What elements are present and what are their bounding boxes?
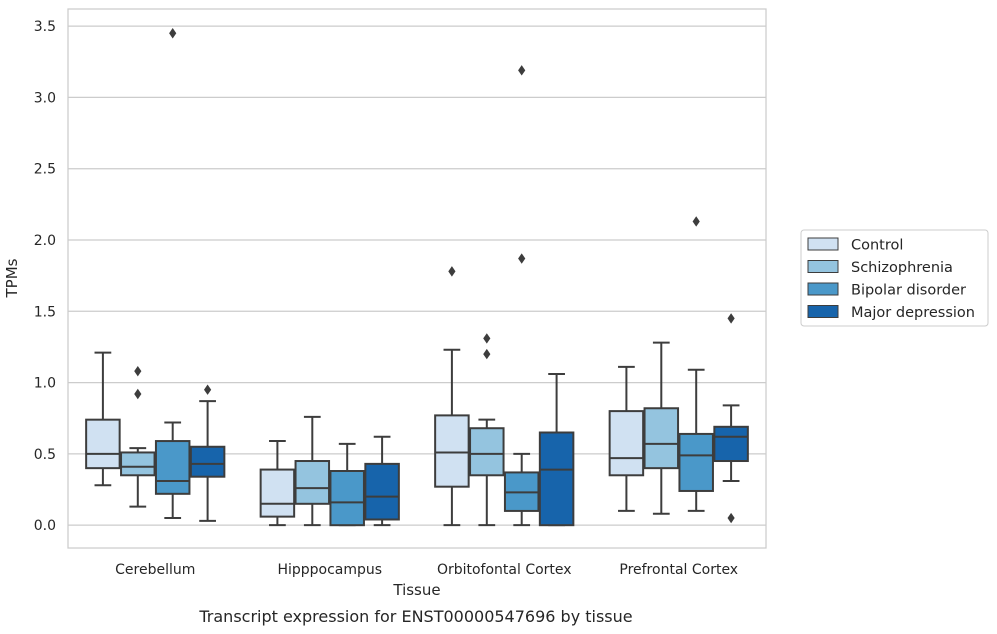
legend-swatch — [807, 237, 839, 251]
box-body — [259, 468, 296, 518]
legend-swatch — [807, 305, 839, 318]
box-body — [678, 432, 714, 492]
outlier-point — [692, 216, 700, 227]
box-body — [120, 451, 156, 477]
legend-label: Control — [851, 238, 903, 254]
y-tick-label: 0.5 — [34, 447, 56, 463]
box-body — [538, 431, 575, 527]
outlier-point — [518, 65, 526, 76]
plot-frame — [67, 8, 767, 549]
box-orbitofontal-cortex-bipolar-disorder — [503, 65, 540, 527]
legend-label: Schizophrenia — [851, 260, 953, 276]
figure-caption: Transcript expression for ENST0000054769… — [198, 607, 632, 626]
outlier-point — [134, 365, 142, 377]
outlier-point — [169, 28, 177, 39]
x-tick-labels: Cerebellum Hipppocampus Orbitofontal Corte… — [115, 562, 738, 578]
box-body — [154, 440, 191, 495]
legend-label: Major depression — [851, 305, 975, 321]
box-body — [294, 460, 331, 505]
outlier-point — [204, 384, 212, 395]
box-body — [85, 418, 121, 470]
box-hipppocampus-schizophrenia — [294, 415, 331, 527]
x-tick-label: Prefrontal Cortex — [619, 562, 738, 578]
box-body — [643, 407, 680, 470]
box-body — [434, 414, 470, 488]
y-tick-label: 3.5 — [34, 19, 56, 35]
box-hipppocampus-control — [259, 440, 296, 527]
y-tick-label: 0.0 — [34, 518, 56, 534]
y-tick-label: 3.0 — [34, 90, 56, 106]
box-cerebellum-schizophrenia — [120, 365, 156, 508]
box-orbitofontal-cortex-major-depression — [538, 373, 575, 527]
outlier-point — [727, 512, 735, 524]
box-series — [85, 28, 749, 527]
y-tick-label: 2.0 — [34, 233, 56, 249]
box-cerebellum-bipolar-disorder — [154, 28, 191, 520]
outlier-point — [518, 253, 526, 264]
outlier-point — [448, 266, 456, 277]
box-orbitofontal-cortex-schizophrenia — [469, 333, 505, 527]
legend-swatch — [807, 282, 839, 296]
box-prefrontal-cortex-schizophrenia — [643, 341, 680, 515]
y-tick-label: 1.5 — [34, 304, 56, 320]
box-prefrontal-cortex-major-depression — [713, 313, 749, 524]
legend-label: Bipolar disorder — [851, 283, 966, 299]
box-hipppocampus-major-depression — [364, 435, 400, 527]
box-orbitofontal-cortex-control — [434, 266, 470, 527]
box-body — [608, 410, 645, 477]
box-prefrontal-cortex-bipolar-disorder — [678, 216, 714, 512]
x-tick-label: Hipppocampus — [277, 562, 382, 578]
box-body — [364, 462, 400, 521]
y-tick-label: 1.0 — [34, 376, 56, 392]
box-body — [713, 425, 749, 463]
x-tick-label: Cerebellum — [115, 562, 195, 578]
y-tick-labels: 0.0 0.5 1.0 1.5 2.0 2.5 3.0 3.5 — [34, 19, 56, 534]
legend-swatch — [807, 260, 839, 273]
y-axis-label: TPMs — [3, 258, 21, 298]
outlier-point — [483, 333, 491, 344]
box-body — [469, 427, 505, 477]
y-tick-label: 2.5 — [34, 162, 56, 178]
legend-frame — [800, 229, 989, 327]
outlier-point — [134, 388, 142, 400]
box-prefrontal-cortex-control — [608, 365, 645, 512]
box-body — [329, 470, 365, 527]
x-axis-label: Tissue — [392, 581, 440, 599]
box-hipppocampus-bipolar-disorder — [329, 442, 365, 527]
box-cerebellum-control — [85, 351, 121, 487]
x-tick-label: Orbitofontal Cortex — [437, 562, 572, 578]
box-cerebellum-major-depression — [189, 384, 226, 522]
legend: Control Schizophrenia Bipolar disorder Majo… — [800, 229, 989, 327]
outlier-point — [727, 313, 735, 324]
box-body — [189, 445, 226, 478]
outlier-point — [483, 348, 491, 360]
